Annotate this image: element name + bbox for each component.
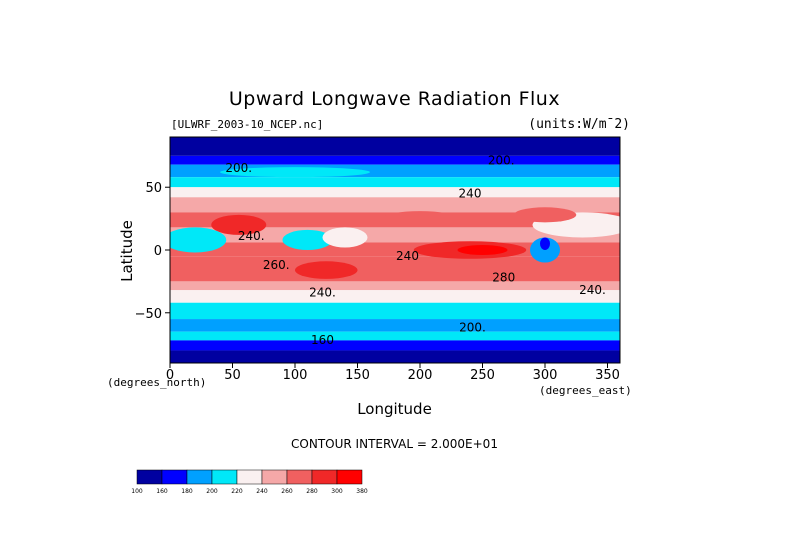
contour-feature (288, 139, 377, 155)
contour-band (170, 197, 620, 213)
contour-band (170, 302, 620, 320)
colorbar-swatch (186, 469, 213, 485)
y-axis-label: Latitude (117, 220, 136, 282)
chart-title: Upward Longwave Radiation Flux (228, 88, 561, 110)
contour-feature (540, 237, 550, 251)
x-tick-label: 250 (470, 368, 495, 383)
contour-band (170, 227, 620, 243)
contour-label: 160 (311, 333, 334, 347)
colorbar-swatch (136, 469, 163, 485)
contour-band (170, 331, 620, 341)
colorbar-swatch (161, 469, 188, 485)
contour-band (170, 177, 620, 188)
x-tick-label: 0 (166, 368, 174, 383)
contour-feature (220, 167, 370, 178)
contour-band (170, 155, 620, 165)
colorbar-level-label: 240 (256, 488, 268, 495)
x-tick-label: 50 (224, 368, 241, 383)
contour-label: 260. (263, 258, 290, 272)
colorbar-level-label: 300 (331, 488, 343, 495)
dataset-filename: [ULWRF_2003-10_NCEP.nc] (171, 118, 324, 131)
contour-band (170, 350, 620, 363)
contour-label: 240 (459, 186, 482, 200)
colorbar-level-label: 200 (206, 488, 218, 495)
x-axis: 0 50 100 150 200 250 300 350 (166, 363, 620, 383)
colorbar-level-label: 180 (181, 488, 193, 495)
contour-band (170, 281, 620, 291)
colorbar-level-label: 100 (131, 488, 143, 495)
x-axis-label: Longitude (357, 400, 432, 418)
x-tick-label: 300 (533, 368, 558, 383)
colorbar-level-label: 280 (306, 488, 318, 495)
colorbar-swatch (236, 469, 263, 485)
contour-label: 240. (309, 285, 336, 299)
contour-feature (322, 227, 368, 248)
contour-band (170, 340, 620, 351)
colorbar-level-label: 260 (281, 488, 293, 495)
contour-label: 240. (238, 229, 265, 243)
y-tick-label: 50 (145, 181, 162, 196)
x-tick-label: 350 (595, 368, 620, 383)
colorbar: 100 160 180 200 220 240 260 280 300 380 (131, 469, 368, 495)
x-unit-note: (degrees_east) (539, 384, 632, 397)
colorbar-level-label: 220 (231, 488, 243, 495)
contour-feature (382, 211, 458, 227)
contour-feature (457, 244, 508, 256)
contour-label: 240 (396, 249, 419, 263)
contour-feature (211, 214, 267, 235)
contour-feature (513, 207, 577, 223)
contour-interval-label: CONTOUR INTERVAL = 2.000E+01 (291, 437, 498, 451)
contour-band (170, 290, 620, 303)
contour-label: 200. (459, 321, 486, 335)
colorbar-swatch (311, 469, 338, 485)
y-unit-note: (degrees_north) (107, 376, 207, 389)
contour-label: 240. (579, 283, 606, 297)
colorbar-swatch (336, 469, 363, 485)
colorbar-swatch (261, 469, 288, 485)
contour-feature (170, 227, 227, 253)
x-tick-label: 200 (408, 368, 433, 383)
y-tick-label: −50 (135, 307, 162, 322)
filled-contour-field (170, 137, 620, 363)
x-tick-label: 150 (345, 368, 370, 383)
colorbar-level-label: 380 (356, 488, 368, 495)
units-label: (units:W/m¯2) (528, 117, 630, 132)
contour-label-group: 200. 200. 240 240. 260. 240 280 240. 240. 200. 160 (225, 154, 605, 348)
contour-label: 200. (488, 154, 515, 168)
x-tick-label: 100 (283, 368, 308, 383)
contour-feature (295, 261, 358, 279)
colorbar-swatch (286, 469, 313, 485)
contour-band (170, 187, 620, 198)
contour-label: 280 (492, 270, 515, 284)
contour-band (170, 319, 620, 332)
contour-feature (282, 229, 333, 250)
contour-label: 200. (225, 161, 252, 175)
colorbar-swatch (211, 469, 238, 485)
colorbar-level-label: 160 (156, 488, 168, 495)
y-axis: −50 0 50 (135, 181, 170, 322)
contour-band (170, 137, 620, 156)
y-tick-label: 0 (154, 244, 162, 259)
